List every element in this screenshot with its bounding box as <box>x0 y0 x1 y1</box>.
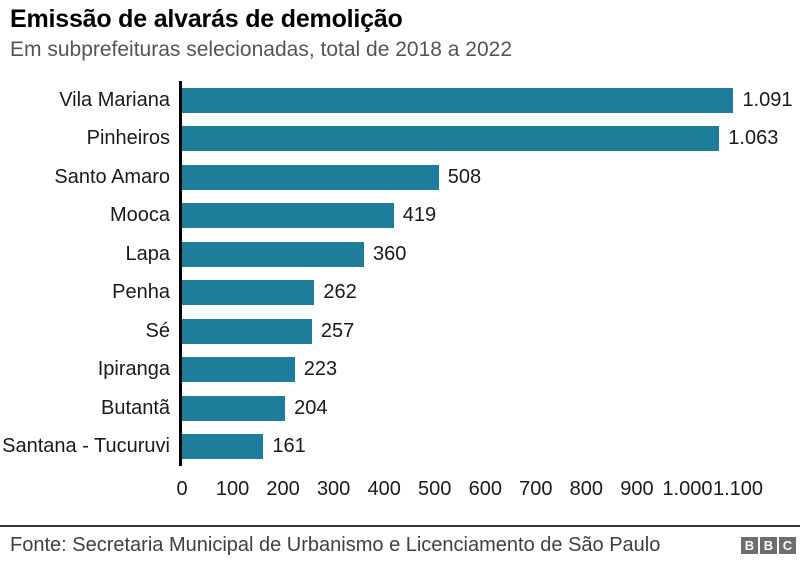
x-tick-label: 900 <box>620 478 654 500</box>
x-tick-label: 600 <box>468 478 502 500</box>
category-label: Ipiranga <box>97 358 170 381</box>
bar <box>182 318 312 344</box>
category-label: Vila Mariana <box>59 88 170 111</box>
bar-row: Sé 257 <box>0 312 800 351</box>
bar <box>182 164 439 190</box>
category-label: Mooca <box>109 204 170 227</box>
value-label: 262 <box>323 281 357 304</box>
chart-subtitle: Em subprefeituras selecionadas, total de… <box>10 38 513 61</box>
bar <box>182 434 264 460</box>
bbc-logo-letter: C <box>779 536 796 554</box>
value-label: 360 <box>372 242 407 265</box>
bar <box>182 357 295 383</box>
bar <box>182 87 734 113</box>
bar-row: Penha 262 <box>0 274 800 313</box>
x-tick-label: 500 <box>418 478 452 500</box>
bar-rows: Vila Mariana 1.091 Pinheiros 1.063 Santo Ama… <box>0 81 800 466</box>
horizontal-bar-chart: Vila Mariana 1.091 Pinheiros 1.063 Santo Ama… <box>0 81 800 502</box>
x-axis: 0 100 200 300 400 500 600 700 800 900 1.000 1.100 <box>176 466 763 502</box>
x-tick-label: 200 <box>266 478 300 500</box>
category-label: Sé <box>145 319 170 342</box>
x-tick-label: 1.000 <box>662 478 713 500</box>
category-label: Santana - Tucuruvi <box>2 435 170 458</box>
value-label: 508 <box>447 165 482 188</box>
bar-row: Mooca 419 <box>0 197 800 236</box>
bar <box>182 280 315 306</box>
bar-row: Santo Amaro 508 <box>0 158 800 197</box>
x-tick-label: 400 <box>367 478 401 500</box>
x-tick-label: 0 <box>176 478 188 500</box>
x-tick-label: 300 <box>316 478 351 500</box>
category-label: Penha <box>112 281 170 304</box>
category-label: Lapa <box>125 242 171 265</box>
chart-title: Emissão de alvarás de demolição <box>10 5 403 33</box>
chart-header: Emissão de alvarás de demolição Em subpr… <box>10 4 790 62</box>
value-label: 257 <box>320 319 355 342</box>
category-label: Butantã <box>101 396 170 419</box>
bar-row: Butantã 204 <box>0 389 800 428</box>
bar <box>182 395 286 421</box>
value-label: 223 <box>303 358 338 381</box>
y-axis-line <box>179 81 182 466</box>
value-label: 161 <box>272 435 306 458</box>
bar <box>182 203 394 229</box>
value-label: 419 <box>402 204 437 227</box>
category-label: Pinheiros <box>86 127 170 150</box>
bar-row: Vila Mariana 1.091 <box>0 81 800 120</box>
value-label: 204 <box>294 396 328 419</box>
bbc-logo-letter: B <box>760 536 777 554</box>
bar <box>182 126 720 152</box>
x-tick-label: 800 <box>569 478 604 500</box>
bbc-logo-letter: B <box>741 536 758 554</box>
bar-row: Santana - Tucuruvi 161 <box>0 428 800 467</box>
bar-row: Ipiranga 223 <box>0 351 800 390</box>
x-tick-label: 1.100 <box>712 478 764 500</box>
bar-row: Pinheiros 1.063 <box>0 120 800 159</box>
x-tick-label: 100 <box>215 478 250 500</box>
category-label: Santo Amaro <box>54 165 170 188</box>
x-tick-label: 700 <box>519 478 553 500</box>
value-label: 1.091 <box>742 88 793 111</box>
footer: Fonte: Secretaria Municipal de Urbanismo… <box>0 525 800 563</box>
source-text: Fonte: Secretaria Municipal de Urbanismo… <box>10 533 661 556</box>
bar-row: Lapa 360 <box>0 235 800 274</box>
value-label: 1.063 <box>728 127 779 150</box>
bar <box>182 241 364 267</box>
